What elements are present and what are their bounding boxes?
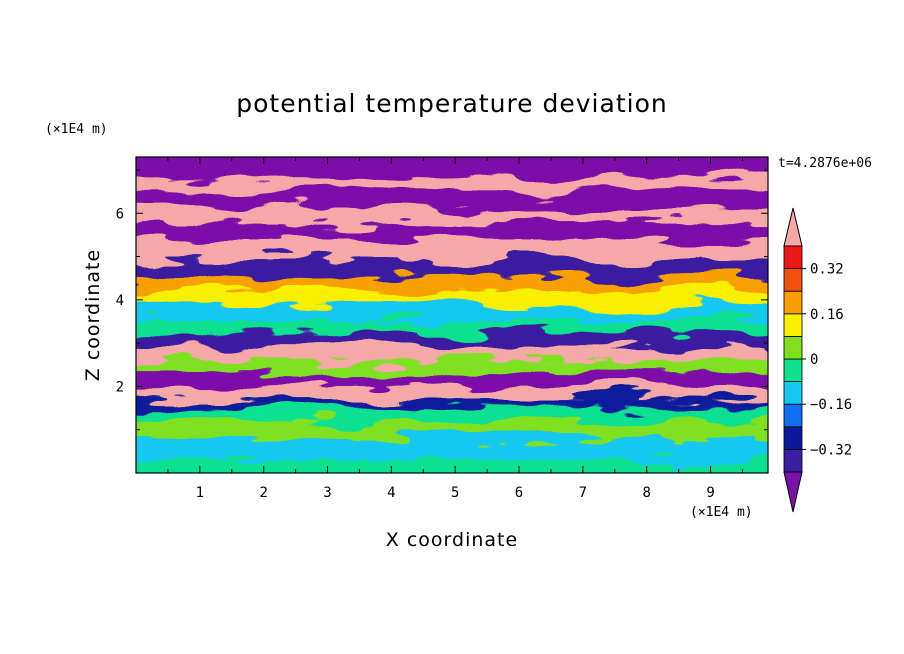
chart-title: potential temperature deviation	[236, 89, 667, 118]
contour-band	[136, 157, 768, 179]
colorbar-tick-label: 0.16	[810, 307, 844, 323]
time-label: t=4.2876e+06	[778, 156, 872, 171]
y-tick-label: 6	[116, 206, 124, 222]
x-tick-label: 1	[196, 485, 204, 501]
x-tick-label: 3	[323, 485, 331, 501]
x-tick-label: 7	[579, 485, 587, 501]
x-axis: 1 2 3 4 5 6 7 8 9	[167, 157, 743, 501]
x-unit-label: (×1E4 m)	[690, 505, 753, 520]
x-tick-label: 4	[387, 485, 395, 501]
plot-area	[136, 157, 768, 473]
y-tick-label: 4	[116, 293, 124, 309]
y-tick-label: 2	[116, 379, 124, 395]
x-tick-label: 6	[515, 485, 523, 501]
colorbar-swatch	[783, 290, 803, 315]
colorbar-tick-label: −0.32	[810, 442, 852, 458]
colorbar-tick-label: −0.16	[810, 397, 852, 413]
x-tick-label: 5	[451, 485, 459, 501]
colorbar-extend-min	[783, 471, 803, 513]
colorbar-tick-label: 0	[810, 352, 818, 368]
y-axis: 2 4 6	[116, 169, 768, 431]
x-tick-label: 2	[259, 485, 267, 501]
colorbar-swatch	[783, 426, 803, 450]
colorbar-swatch	[783, 268, 803, 292]
x-axis-label: X coordinate	[386, 529, 518, 551]
y-axis-label: Z coordinate	[82, 249, 104, 381]
y-unit-label: (×1E4 m)	[45, 122, 108, 137]
plot-frame	[135, 156, 769, 474]
x-tick-label: 9	[706, 485, 714, 501]
colorbar-swatch	[783, 448, 803, 473]
colorbar: −0.32 −0.16 0 0.16 0.32	[783, 207, 852, 513]
colorbar-swatch	[783, 313, 803, 337]
colorbar-swatch	[783, 381, 803, 405]
colorbar-swatch	[783, 403, 803, 428]
colorbar-swatch	[783, 335, 803, 360]
colorbar-tick-label: 0.32	[810, 262, 844, 278]
colorbar-extend-max	[783, 207, 803, 247]
colorbar-swatch	[783, 358, 803, 383]
x-tick-label: 8	[642, 485, 650, 501]
colorbar-swatch	[783, 245, 803, 270]
